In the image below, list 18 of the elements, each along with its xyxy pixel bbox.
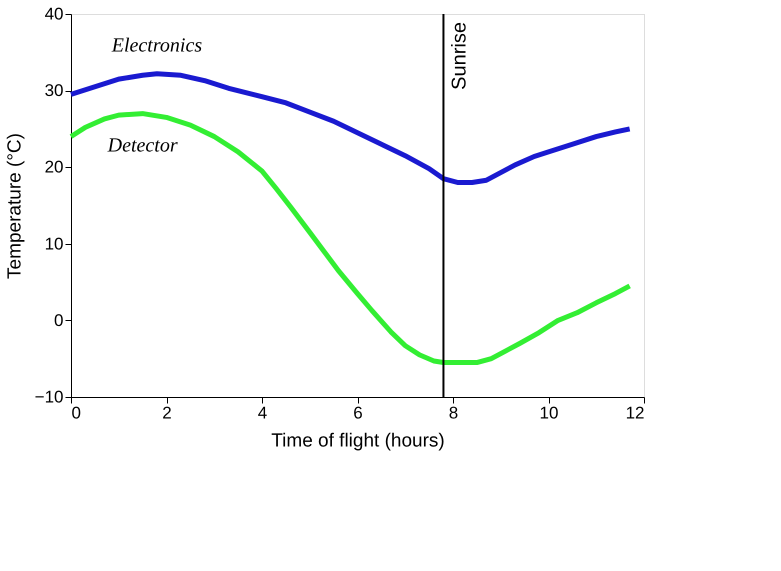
series-label: Detector <box>106 134 178 157</box>
series-label: Electronics <box>110 34 202 57</box>
ref-line-label: Sunrise <box>448 22 470 90</box>
x-tick-label: 4 <box>258 404 268 422</box>
x-tick-label: 12 <box>626 404 644 422</box>
y-tick-label: 10 <box>44 234 64 254</box>
y-tick-label: 40 <box>44 4 64 24</box>
x-tick-label: 2 <box>162 404 172 422</box>
y-tick-label: −10 <box>34 388 64 406</box>
y-tick-label: 30 <box>44 81 64 100</box>
x-tick-label: 10 <box>540 404 558 422</box>
y-tick-label: 0 <box>54 310 64 330</box>
y-tick-label: 20 <box>44 158 64 177</box>
x-tick-label: 6 <box>353 404 363 422</box>
x-axis-title: Time of flight (hours) <box>271 430 445 452</box>
y-axis-title: Temperature (°C) <box>4 133 26 279</box>
x-tick-label: 0 <box>72 404 81 422</box>
x-tick-label: 8 <box>448 404 458 422</box>
